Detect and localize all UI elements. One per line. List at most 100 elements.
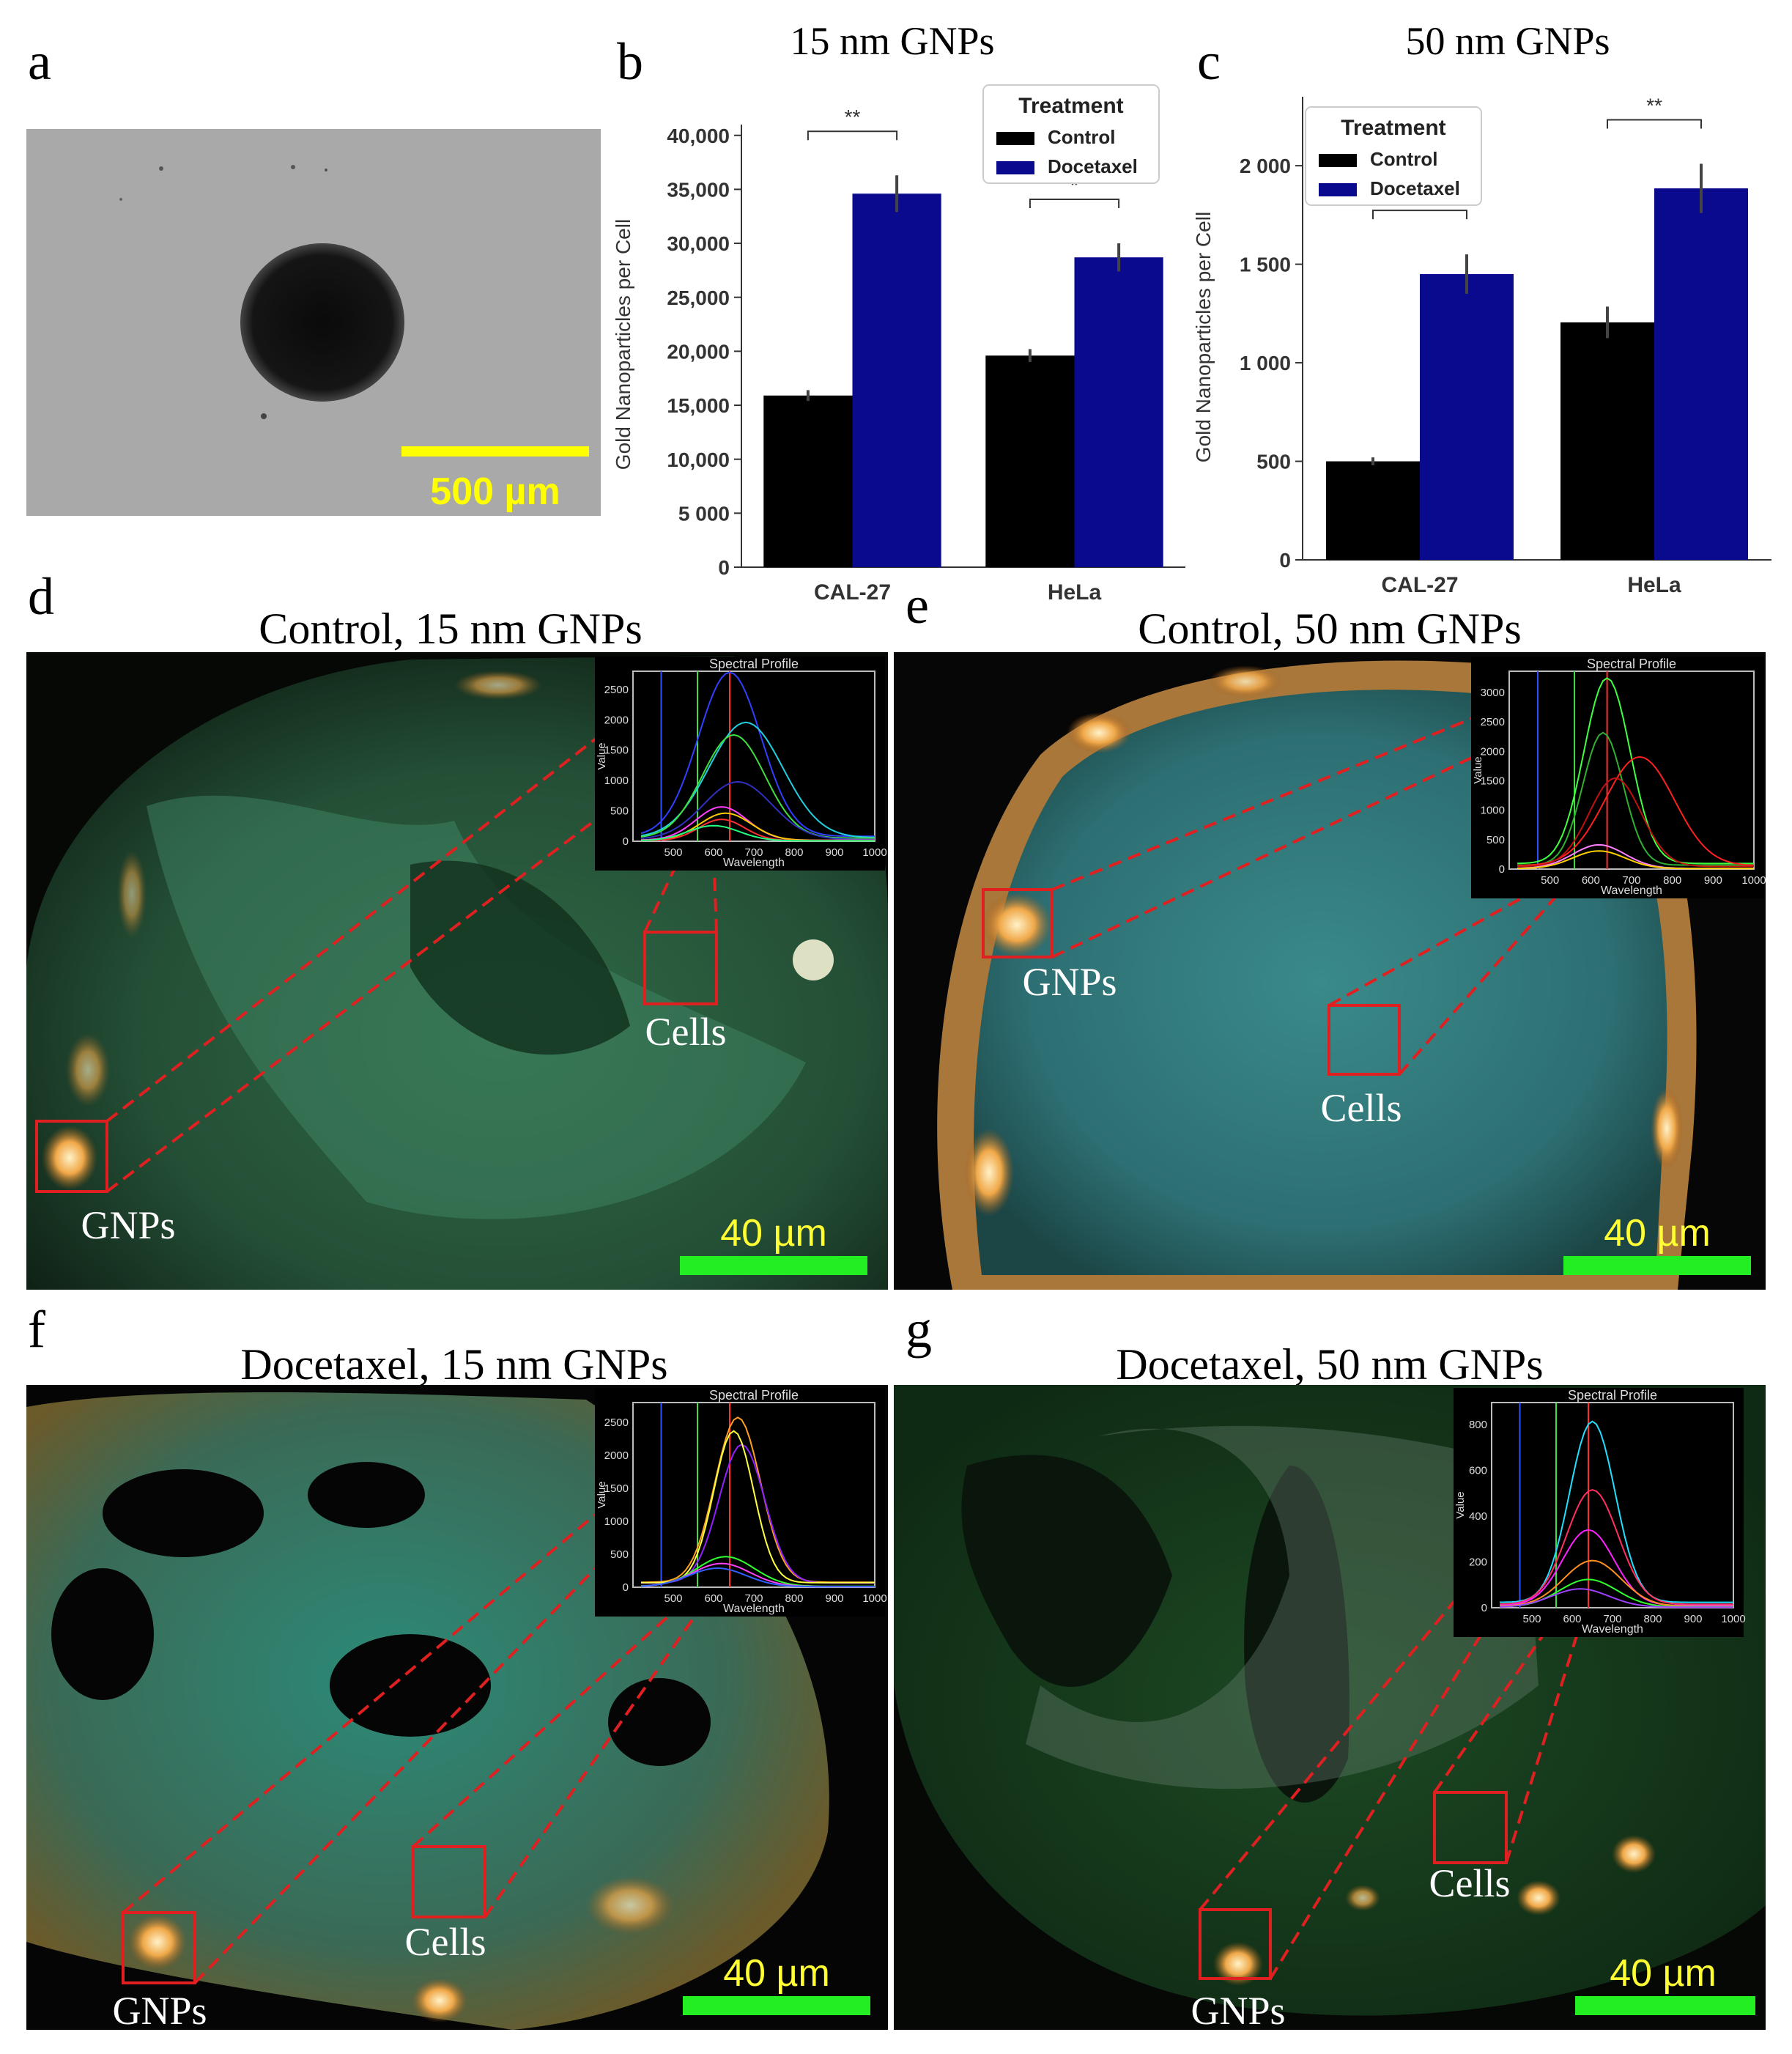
chart-c-ylabel: Gold Nanoparticles per Cell bbox=[1192, 212, 1215, 462]
inset-ytick: 1500 bbox=[604, 1482, 629, 1495]
scalebar-a-label: 500 µm bbox=[430, 470, 560, 513]
inset-xtick: 800 bbox=[1663, 874, 1681, 887]
panel-letter-f: f bbox=[28, 1300, 45, 1359]
cells-box-f bbox=[412, 1845, 486, 1918]
inset-xtick: 700 bbox=[1622, 874, 1640, 887]
inset-ytick: 500 bbox=[610, 805, 629, 818]
scalebar-g-label: 40 µm bbox=[1610, 1952, 1717, 1995]
inset-xtick: 600 bbox=[1582, 874, 1600, 887]
cells-label-g: Cells bbox=[1429, 1861, 1510, 1905]
inset-ytick: 500 bbox=[1486, 834, 1505, 846]
bar-docetaxel-hela bbox=[1074, 257, 1163, 567]
inset-spectrum-curve bbox=[1499, 1489, 1733, 1606]
legend-label-docetaxel: Docetaxel bbox=[1370, 177, 1460, 199]
category-label-hela: HeLa bbox=[1048, 580, 1102, 605]
inset-xtick: 900 bbox=[1704, 874, 1722, 887]
inset-spectrum-curve bbox=[1517, 777, 1754, 868]
legend-label-control: Control bbox=[1370, 148, 1437, 170]
scalebar-f-label: 40 µm bbox=[723, 1952, 830, 1995]
inset-ytick: 1000 bbox=[604, 1515, 629, 1528]
panel-e-title: Control, 50 nm GNPs bbox=[1138, 605, 1521, 653]
legend-title: Treatment bbox=[1341, 116, 1445, 140]
spheroid bbox=[240, 243, 404, 402]
inset-ytick: 3000 bbox=[1481, 687, 1505, 699]
inset-xlabel: Wavelength bbox=[1601, 884, 1662, 897]
inset-ylabel: Value bbox=[596, 742, 608, 769]
panel-letter-e: e bbox=[906, 576, 929, 635]
inset-ytick: 1500 bbox=[1481, 775, 1505, 787]
inset-frame bbox=[1491, 1402, 1734, 1608]
inset-title: Spectral Profile bbox=[1568, 1388, 1657, 1403]
inset-frame bbox=[632, 1402, 875, 1588]
inset-xtick: 900 bbox=[1684, 1613, 1702, 1625]
y-tick-label: 20,000 bbox=[667, 340, 730, 363]
category-label-cal-27: CAL-27 bbox=[814, 580, 891, 605]
chart-b-15nm: 15 nm GNPs Gold Nanoparticles per Cell 0… bbox=[612, 19, 1185, 605]
inset-ylabel: Value bbox=[1454, 1491, 1467, 1518]
inset-xtick: 700 bbox=[744, 846, 763, 859]
inset-ytick: 0 bbox=[623, 835, 629, 848]
panel-g-title: Docetaxel, 50 nm GNPs bbox=[1116, 1340, 1543, 1389]
legend-label-control: Control bbox=[1048, 126, 1115, 148]
y-tick-label: 1 500 bbox=[1240, 254, 1291, 276]
chart-b-title: 15 nm GNPs bbox=[790, 19, 994, 63]
inset-ytick: 400 bbox=[1469, 1510, 1487, 1523]
panel-a-brightfield: 500 µm bbox=[26, 129, 601, 516]
inset-ytick: 500 bbox=[610, 1548, 629, 1561]
inset-xtick: 800 bbox=[1643, 1613, 1662, 1625]
scalebar-f bbox=[683, 1996, 870, 2015]
significance-label: * bbox=[1070, 174, 1078, 196]
significance-label: ** bbox=[1646, 94, 1662, 117]
cells-label-d: Cells bbox=[645, 1010, 726, 1054]
inset-ytick: 2000 bbox=[1481, 745, 1505, 758]
legend-box bbox=[1305, 106, 1482, 206]
inset-spectrum-curve bbox=[1499, 1588, 1733, 1608]
inset-xtick: 800 bbox=[785, 846, 803, 859]
category-label-hela: HeLa bbox=[1627, 573, 1681, 597]
category-label-cal-27: CAL-27 bbox=[1381, 573, 1458, 597]
gnps-box-e bbox=[982, 888, 1054, 958]
y-tick-label: 25,000 bbox=[667, 287, 730, 309]
inset-ytick: 2500 bbox=[604, 1416, 629, 1429]
inset-xlabel: Wavelength bbox=[723, 1603, 785, 1615]
inset-ytick: 1500 bbox=[604, 745, 629, 757]
panel-letter-b: b bbox=[617, 32, 643, 91]
panel-f-micrograph: Docetaxel, 15 nm GNPs 40 µm GNPs Cells S… bbox=[26, 1340, 888, 2033]
legend-swatch-control bbox=[996, 132, 1034, 145]
inset-ytick: 600 bbox=[1469, 1465, 1487, 1477]
panel-letter-a: a bbox=[28, 32, 51, 91]
chart-c-50nm: 50 nm GNPs Gold Nanoparticles per Cell 0… bbox=[1192, 19, 1771, 597]
legend-swatch-docetaxel bbox=[1319, 183, 1357, 196]
inset-spectrum-curve bbox=[640, 780, 875, 841]
inset-xtick: 700 bbox=[1603, 1613, 1621, 1625]
inset-spectrum-curve bbox=[1499, 1529, 1733, 1606]
inset-title: Spectral Profile bbox=[1587, 657, 1676, 671]
panel-e-micrograph: Control, 50 nm GNPs 40 µm GNPs Cells Spe… bbox=[894, 605, 1766, 1290]
significance-bracket bbox=[1372, 210, 1467, 220]
scalebar-d-label: 40 µm bbox=[720, 1212, 827, 1255]
inset-ytick: 0 bbox=[623, 1581, 629, 1594]
inset-xtick: 500 bbox=[664, 1592, 682, 1605]
inset-frame bbox=[632, 670, 875, 842]
y-tick-label: 2 000 bbox=[1240, 155, 1291, 177]
inset-xtick: 1000 bbox=[1741, 874, 1766, 887]
inset-spectrum-curve bbox=[1517, 731, 1754, 866]
legend-box bbox=[982, 84, 1160, 184]
gnps-box-g bbox=[1199, 1908, 1272, 1980]
inset-ylabel: Value bbox=[1472, 756, 1484, 783]
cells-box-e bbox=[1328, 1004, 1401, 1076]
bar-docetaxel-cal-27 bbox=[1420, 274, 1514, 560]
inset-xtick: 500 bbox=[1541, 874, 1559, 887]
gnps-label-f: GNPs bbox=[112, 1989, 207, 2033]
y-tick-label: 30,000 bbox=[667, 232, 730, 255]
legend-swatch-control bbox=[1319, 154, 1357, 167]
significance-bracket bbox=[1029, 199, 1120, 209]
panel-d-micrograph: Control, 15 nm GNPs 40 µm GNPs Cells Spe… bbox=[26, 605, 888, 1290]
y-tick-label: 15,000 bbox=[667, 394, 730, 417]
legend-label-docetaxel: Docetaxel bbox=[1048, 155, 1138, 177]
y-tick-label: 35,000 bbox=[667, 178, 730, 201]
inset-xtick: 600 bbox=[704, 1592, 722, 1605]
inset-ytick: 800 bbox=[1469, 1419, 1487, 1431]
panel-letter-c: c bbox=[1197, 32, 1221, 91]
